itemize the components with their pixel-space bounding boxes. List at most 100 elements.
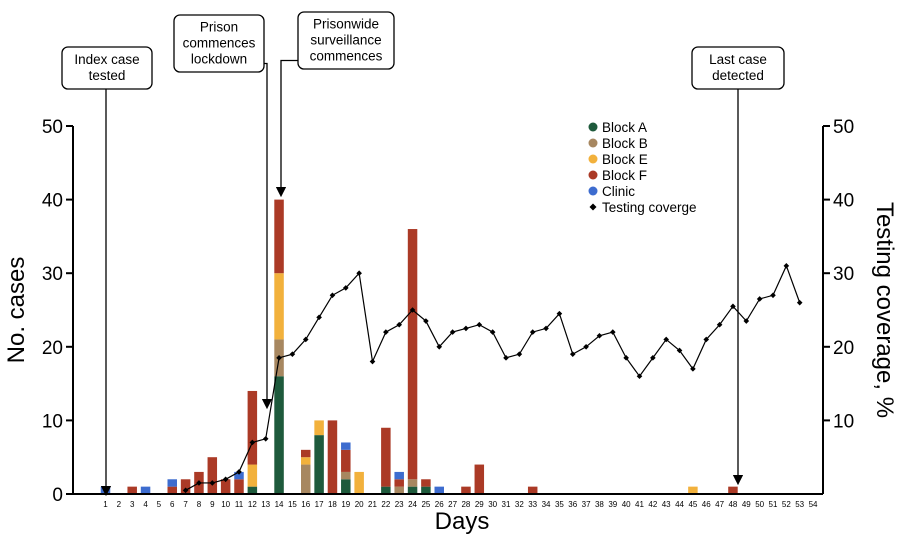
x-tick-label: 49 bbox=[742, 500, 751, 509]
bar-block-f-day-11 bbox=[234, 479, 244, 494]
legend-swatch-block-e bbox=[588, 154, 598, 164]
coverage-point-day-40 bbox=[623, 355, 629, 361]
bar-clinic-day-23 bbox=[394, 471, 404, 480]
x-tick-label: 21 bbox=[368, 500, 377, 509]
y2-tick-label: 30 bbox=[833, 264, 854, 285]
coverage-layer bbox=[182, 263, 803, 494]
x-tick-label: 31 bbox=[502, 500, 511, 509]
coverage-point-day-7 bbox=[182, 487, 189, 494]
legend-swatch-testing-coverage bbox=[589, 203, 597, 211]
bar-block-e-day-20 bbox=[354, 471, 364, 494]
y2-axis-title: Testing coverage, % bbox=[871, 202, 898, 418]
coverage-point-day-51 bbox=[770, 292, 776, 299]
annotations-layer: Index casetestedPrisoncommenceslockdownP… bbox=[61, 11, 785, 497]
bar-block-e-day-14 bbox=[274, 273, 284, 340]
bar-block-a-day-22 bbox=[381, 486, 391, 494]
legend-label: Block B bbox=[602, 136, 648, 151]
x-tick-label: 51 bbox=[769, 500, 778, 509]
bar-block-f-day-12 bbox=[247, 390, 258, 465]
x-tick-label: 2 bbox=[117, 500, 122, 509]
coverage-point-day-42 bbox=[650, 355, 656, 361]
coverage-point-day-36 bbox=[569, 351, 576, 357]
coverage-point-day-38 bbox=[596, 332, 603, 339]
x-tick-label: 13 bbox=[261, 500, 270, 509]
coverage-point-day-9 bbox=[209, 480, 216, 486]
legend-label: Block A bbox=[602, 120, 647, 135]
coverage-point-day-50 bbox=[756, 296, 763, 302]
legend-swatch-block-f bbox=[588, 170, 598, 180]
coverage-point-day-26 bbox=[436, 344, 443, 350]
annotation-text: tested bbox=[89, 68, 126, 83]
x-tick-label: 39 bbox=[608, 500, 617, 509]
x-tick-label: 28 bbox=[461, 500, 470, 509]
coverage-point-day-25 bbox=[423, 318, 429, 324]
bar-block-a-day-24 bbox=[407, 486, 418, 494]
coverage-point-day-23 bbox=[396, 321, 402, 328]
annotation-text: commences bbox=[310, 49, 383, 64]
x-tick-label: 27 bbox=[448, 500, 457, 509]
x-tick-label: 50 bbox=[755, 500, 764, 509]
x-tick-label: 54 bbox=[809, 500, 818, 509]
coverage-point-day-8 bbox=[196, 480, 202, 486]
legend-swatch-clinic bbox=[588, 186, 598, 196]
coverage-point-day-14 bbox=[276, 355, 282, 361]
bar-block-e-day-16 bbox=[301, 457, 311, 465]
coverage-point-day-32 bbox=[516, 351, 523, 357]
coverage-point-day-44 bbox=[676, 347, 683, 354]
bar-block-e-day-45 bbox=[688, 486, 698, 494]
x-tick-label: 35 bbox=[555, 500, 564, 509]
x-tick-label: 44 bbox=[675, 500, 684, 509]
y-tick-label: 40 bbox=[42, 191, 63, 212]
x-tick-label: 53 bbox=[795, 500, 804, 509]
y-tick-label: 10 bbox=[42, 411, 63, 432]
coverage-point-day-34 bbox=[543, 325, 549, 332]
coverage-point-day-43 bbox=[663, 336, 669, 343]
annotation-text: Prisonwide bbox=[313, 17, 379, 32]
x-tick-label: 22 bbox=[381, 500, 390, 509]
bar-block-e-day-12 bbox=[247, 464, 258, 487]
coverage-point-day-48 bbox=[730, 303, 736, 310]
annotation-text: commences bbox=[183, 36, 256, 51]
x-tick-label: 34 bbox=[542, 500, 551, 509]
coverage-point-day-13 bbox=[262, 436, 269, 442]
coverage-point-day-11 bbox=[236, 469, 242, 475]
bar-block-e-day-17 bbox=[314, 420, 324, 436]
coverage-point-day-35 bbox=[556, 310, 563, 317]
bar-block-f-day-10 bbox=[220, 479, 231, 494]
x-tick-label: 10 bbox=[221, 500, 230, 509]
x-tick-label: 38 bbox=[595, 500, 604, 509]
x-tick-label: 9 bbox=[210, 500, 215, 509]
bar-block-f-day-24 bbox=[407, 229, 418, 480]
bar-block-f-day-14 bbox=[274, 199, 284, 274]
annotation-text: Last case bbox=[709, 52, 767, 67]
bar-block-f-day-19 bbox=[341, 449, 351, 472]
x-tick-label: 24 bbox=[408, 500, 417, 509]
bar-block-f-day-18 bbox=[327, 420, 338, 494]
coverage-point-day-20 bbox=[356, 270, 362, 276]
x-tick-label: 25 bbox=[421, 500, 430, 509]
coverage-point-day-17 bbox=[316, 314, 322, 321]
x-tick-label: 41 bbox=[635, 500, 644, 509]
annotation-text: detected bbox=[712, 68, 764, 83]
x-tick-label: 18 bbox=[328, 500, 337, 509]
x-tick-label: 47 bbox=[715, 500, 724, 509]
coverage-point-day-49 bbox=[743, 318, 750, 324]
x-tick-label: 52 bbox=[782, 500, 791, 509]
y2-tick-label: 20 bbox=[833, 338, 854, 359]
x-tick-label: 23 bbox=[395, 500, 404, 509]
x-tick-label: 46 bbox=[702, 500, 711, 509]
legend-label: Testing coverge bbox=[602, 200, 697, 215]
x-tick-label: 45 bbox=[688, 500, 697, 509]
x-tick-label: 4 bbox=[143, 500, 148, 509]
coverage-point-day-39 bbox=[610, 329, 616, 335]
bar-clinic-day-6 bbox=[167, 479, 177, 487]
x-tick-label: 29 bbox=[475, 500, 484, 509]
bar-clinic-day-19 bbox=[341, 442, 351, 450]
x-tick-label: 30 bbox=[488, 500, 497, 509]
coverage-point-day-53 bbox=[796, 299, 803, 306]
coverage-point-day-41 bbox=[636, 373, 643, 380]
legend-label: Block F bbox=[602, 168, 647, 183]
annotation-box bbox=[297, 11, 395, 70]
